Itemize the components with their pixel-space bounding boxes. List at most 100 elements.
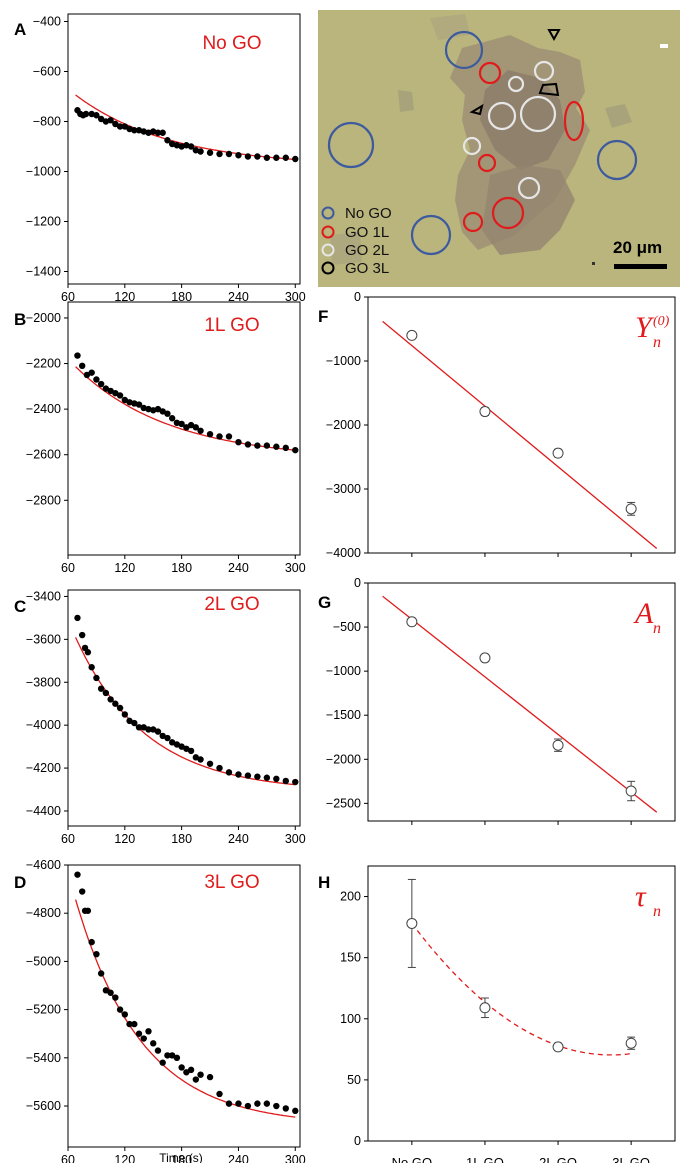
data-point bbox=[406, 917, 418, 929]
micrograph: No GO GO 1L GO 2L GO 3L 20 μm bbox=[318, 10, 680, 287]
data-point bbox=[74, 871, 81, 878]
data-point bbox=[183, 424, 190, 431]
plot-frame bbox=[67, 301, 301, 556]
data-point bbox=[97, 685, 105, 692]
data-point bbox=[235, 1100, 242, 1107]
data-point bbox=[107, 117, 114, 124]
micrograph-speck bbox=[660, 44, 668, 48]
data-point bbox=[116, 1006, 124, 1013]
y-tick-label: −1200 bbox=[26, 215, 61, 229]
data-point bbox=[150, 1040, 157, 1047]
data-point bbox=[131, 127, 138, 134]
y-tick-label: 100 bbox=[340, 1012, 361, 1026]
x-tick-label: 300 bbox=[285, 832, 306, 846]
chart-title: 3L GO bbox=[204, 872, 259, 893]
y-tick-label: −3800 bbox=[26, 675, 61, 689]
panel-letter-g: G bbox=[318, 593, 331, 612]
data-point bbox=[225, 433, 233, 440]
data-point bbox=[187, 143, 195, 150]
data-point bbox=[79, 631, 86, 639]
data-point bbox=[197, 756, 204, 763]
data-point bbox=[107, 989, 114, 996]
data-point bbox=[121, 123, 129, 130]
x-tick-label: 240 bbox=[228, 1153, 249, 1163]
y-tick-label: 0 bbox=[354, 1134, 361, 1148]
go-flake-small-left bbox=[398, 90, 414, 112]
chart-symbol: Y bbox=[635, 311, 655, 344]
data-point bbox=[479, 652, 491, 664]
marker-no-go-1 bbox=[444, 30, 484, 70]
data-point bbox=[116, 392, 124, 399]
y-tick-label: 0 bbox=[354, 576, 361, 590]
data-point bbox=[192, 1076, 200, 1083]
x-tick-label: 240 bbox=[228, 832, 249, 846]
data-point bbox=[254, 773, 261, 780]
legend-swatch-no-go bbox=[321, 206, 335, 220]
panel-letter-f: F bbox=[318, 307, 328, 326]
data-point bbox=[88, 664, 95, 671]
legend-label-go-2l: GO 2L bbox=[345, 242, 389, 259]
x-tick-label: 60 bbox=[61, 832, 75, 846]
data-point bbox=[263, 774, 271, 781]
legend-swatch-go-3l bbox=[321, 261, 335, 275]
data-point bbox=[292, 778, 299, 786]
y-tick-label: −1000 bbox=[26, 165, 61, 179]
chart-title: 2L GO bbox=[204, 594, 259, 615]
chart-h: 0 50 100 150 200 No GO 1L GO 2L GO 3L GO τ n bbox=[340, 865, 676, 1163]
plot-frame bbox=[367, 582, 676, 822]
x-category-label: 2L GO bbox=[539, 1155, 577, 1163]
data-point bbox=[197, 148, 204, 155]
fit-curve bbox=[75, 94, 296, 161]
x-tick-label: 300 bbox=[285, 561, 306, 575]
marker-1l-5 bbox=[462, 211, 484, 233]
fit-line bbox=[382, 595, 658, 813]
data-point bbox=[74, 352, 81, 359]
x-tick-label: 120 bbox=[114, 290, 135, 304]
panel-letter-c: C bbox=[14, 597, 26, 616]
scale-bar-label: 20 μm bbox=[613, 238, 662, 257]
data-point bbox=[292, 155, 299, 163]
go-flake-small-right bbox=[605, 104, 632, 128]
x-tick-label: 120 bbox=[114, 1153, 135, 1163]
data-point bbox=[187, 421, 195, 429]
chart-g: 0 −500 −1000 −1500 −2000 −2500 A n bbox=[326, 576, 676, 825]
y-tick-label: −1500 bbox=[326, 708, 361, 722]
data-point bbox=[263, 442, 271, 449]
data-point bbox=[159, 408, 166, 415]
legend-swatch-go-1l bbox=[321, 225, 335, 239]
x-tick-label: 300 bbox=[285, 290, 306, 304]
data-point bbox=[187, 1066, 195, 1074]
x-axis-label: Time (s) bbox=[159, 1151, 203, 1163]
data-point bbox=[273, 1102, 280, 1110]
data-point bbox=[263, 154, 271, 161]
marker-2l-6 bbox=[517, 176, 541, 200]
x-tick-label: 60 bbox=[61, 561, 75, 575]
chart-symbol-subscript: n bbox=[653, 334, 661, 351]
panel-letter-a: A bbox=[14, 20, 26, 39]
y-tick-label: −3400 bbox=[26, 589, 61, 603]
marker-3l-2 bbox=[538, 82, 560, 97]
data-point bbox=[97, 380, 105, 388]
data-point bbox=[135, 1030, 143, 1037]
marker-1l-2 bbox=[563, 100, 585, 142]
data-point bbox=[102, 385, 110, 392]
data-point bbox=[479, 1002, 491, 1014]
data-point bbox=[197, 427, 204, 434]
chart-symbol: τ bbox=[635, 880, 647, 913]
x-tick-label: 180 bbox=[171, 1153, 192, 1163]
y-tick-label: −2600 bbox=[26, 448, 61, 462]
x-tick-label: 120 bbox=[114, 561, 135, 575]
data-point bbox=[244, 772, 252, 779]
data-point bbox=[187, 747, 195, 755]
data-point bbox=[244, 441, 252, 448]
data-point bbox=[145, 1028, 152, 1035]
data-point bbox=[102, 689, 110, 697]
y-tick-label: −400 bbox=[33, 15, 61, 29]
data-point bbox=[164, 410, 171, 417]
data-point bbox=[93, 674, 100, 682]
data-point bbox=[235, 438, 242, 446]
data-point bbox=[154, 1047, 162, 1054]
fit-curve bbox=[75, 366, 296, 451]
data-point bbox=[116, 123, 124, 130]
